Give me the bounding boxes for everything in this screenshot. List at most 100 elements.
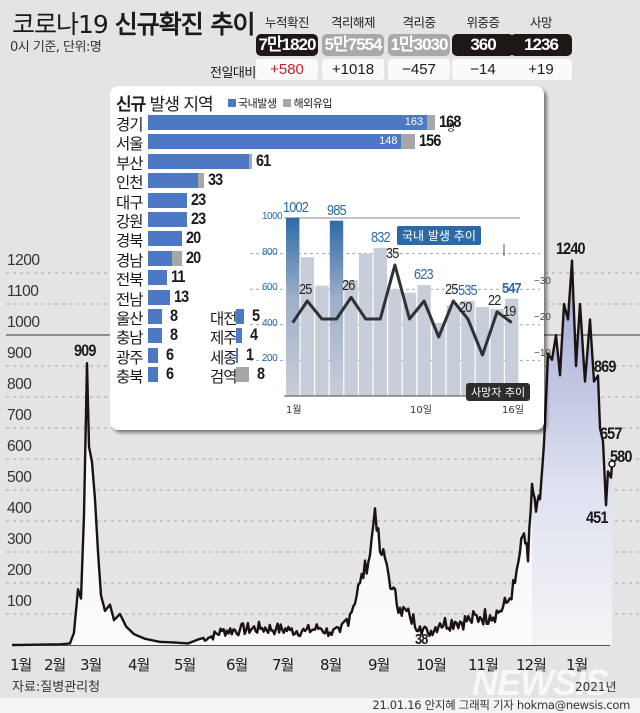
inset-x-label: 10일: [410, 405, 432, 416]
region-card-title: 신규 발생 지역: [116, 95, 214, 115]
region-value: 13: [174, 286, 189, 306]
region-bar-domestic: [148, 231, 183, 247]
region-bar-domestic: [236, 309, 244, 324]
region-name-경북: 경북: [116, 232, 144, 251]
stat-value: 5만7554: [322, 34, 384, 56]
region-bar-overseas: [248, 153, 253, 169]
month-label: 3월: [80, 656, 102, 674]
region-name-경기: 경기: [116, 116, 144, 134]
stat-value: 360: [452, 34, 514, 56]
region-card: 신규 발생 지역 국내발생 해외유입 경기 168 163 서울 156 148 부산 61 인…: [110, 86, 551, 430]
stat-diff: −457: [388, 59, 450, 80]
region-value: 20: [186, 228, 201, 248]
annotation-657: 657: [600, 424, 622, 443]
inset-bar: [446, 305, 460, 396]
page-title: 코로나19 신규확진 추이: [12, 10, 255, 39]
inset-left-tick: 400: [262, 317, 278, 329]
source: 자료:질병관리청: [12, 680, 101, 695]
inset-left-tick: 800: [262, 246, 278, 258]
month-label: 5월: [174, 656, 196, 674]
stat-diff: +1018: [322, 59, 384, 80]
inset-bar: [402, 292, 417, 396]
region-name-전남: 전남: [116, 290, 144, 309]
region-value: 8: [169, 325, 178, 345]
region-value: 8: [256, 364, 265, 384]
annotation-869: 869: [594, 357, 616, 376]
stat-3: 위중증 360 −14: [452, 12, 514, 80]
diff-label: 전일대비: [210, 66, 256, 81]
year-label: 2021년: [575, 680, 617, 694]
inset-death-value: 22: [488, 291, 501, 309]
inset-bar: [432, 323, 446, 396]
stat-label: 위중증: [466, 15, 500, 30]
inset-bar: [388, 289, 402, 396]
region-bar-overseas: [426, 115, 436, 130]
stat-label: 사망: [529, 15, 553, 30]
region-name-충북: 충북: [116, 368, 144, 387]
y-tick-label: 200: [7, 562, 32, 579]
region-value: 23: [191, 209, 206, 228]
stat-label: 격리해제: [330, 15, 376, 30]
region-name-검역: 검역: [210, 368, 238, 387]
region-value: 20: [186, 247, 201, 267]
region-bar-domestic: [236, 328, 243, 344]
region-name-세종: 세종: [210, 348, 238, 367]
y-tick-label: 100: [7, 593, 32, 610]
inset-bar: [344, 280, 358, 396]
y-tick-label: 1100: [7, 283, 39, 300]
region-name-경남: 경남: [116, 251, 144, 270]
inset-left-tick: 1000: [262, 211, 283, 222]
month-label: 4월: [128, 656, 150, 674]
region-bar-domestic: [148, 115, 427, 130]
y-tick-label: 800: [7, 376, 32, 393]
region-bar-overseas: [197, 173, 205, 189]
inset-right-tick: −30: [534, 276, 551, 287]
inset-bar-value: 535: [458, 281, 478, 299]
inset-death-value: 20: [459, 299, 472, 316]
y-tick-label: 1200: [7, 252, 40, 269]
region-value: 168: [439, 112, 461, 131]
stat-label: 누적확진: [264, 15, 310, 30]
region-value: 23: [191, 189, 206, 209]
credit-bar: [0, 698, 640, 713]
legend-domestic: 국내발생: [238, 97, 277, 110]
stat-value: 7만1820: [256, 34, 318, 56]
stat-0: 누적확진 7만1820 +580: [256, 12, 318, 80]
month-label: 1월: [10, 656, 32, 674]
inset-chart: [250, 217, 540, 397]
region-value: 1: [246, 344, 254, 364]
region-name-제주: 제주: [210, 329, 238, 348]
y-tick-label: 1000: [7, 314, 40, 331]
watermark: NEWSIS: [472, 662, 609, 703]
region-bar-overseas: [236, 367, 249, 383]
month-label: 6월: [226, 656, 248, 674]
inset-death-value: 25: [444, 281, 458, 298]
month-label: 8월: [320, 656, 342, 674]
month-label: 9월: [368, 656, 390, 674]
region-value: 33: [208, 170, 223, 190]
inset-bar-value: 1002: [283, 198, 309, 216]
stat-4: 사망 1236 +19: [510, 12, 572, 80]
inset-death-value: 25: [298, 281, 312, 298]
annotation-1240: 1240: [556, 239, 586, 258]
month-label: 1월: [566, 656, 588, 674]
month-label: 11월: [468, 656, 499, 674]
inset-bar: [315, 285, 329, 396]
latest-point: [608, 460, 616, 468]
inset-bar-value: 623: [414, 266, 434, 284]
stat-2: 격리중 1만3030 −457: [388, 12, 450, 80]
region-bar-domestic: [148, 212, 188, 227]
annotation-580: 580: [610, 447, 632, 466]
inset-bar: [505, 298, 519, 396]
stat-diff: +580: [256, 59, 318, 80]
region-bar-domestic: [148, 367, 159, 383]
region-value: 61: [256, 150, 271, 170]
region-value: 6: [166, 364, 174, 384]
inset-bar: [490, 308, 504, 396]
credit: 21.01.16 안지혜 그래픽 기자 hokma@newsis.com: [372, 698, 630, 712]
legend-overseas: 해외유입: [293, 97, 332, 110]
inset-death-value: 19: [503, 302, 516, 320]
region-bar-domestic: [148, 250, 172, 266]
region-bar-domestic: [148, 192, 188, 208]
region-value: 11: [170, 267, 185, 287]
